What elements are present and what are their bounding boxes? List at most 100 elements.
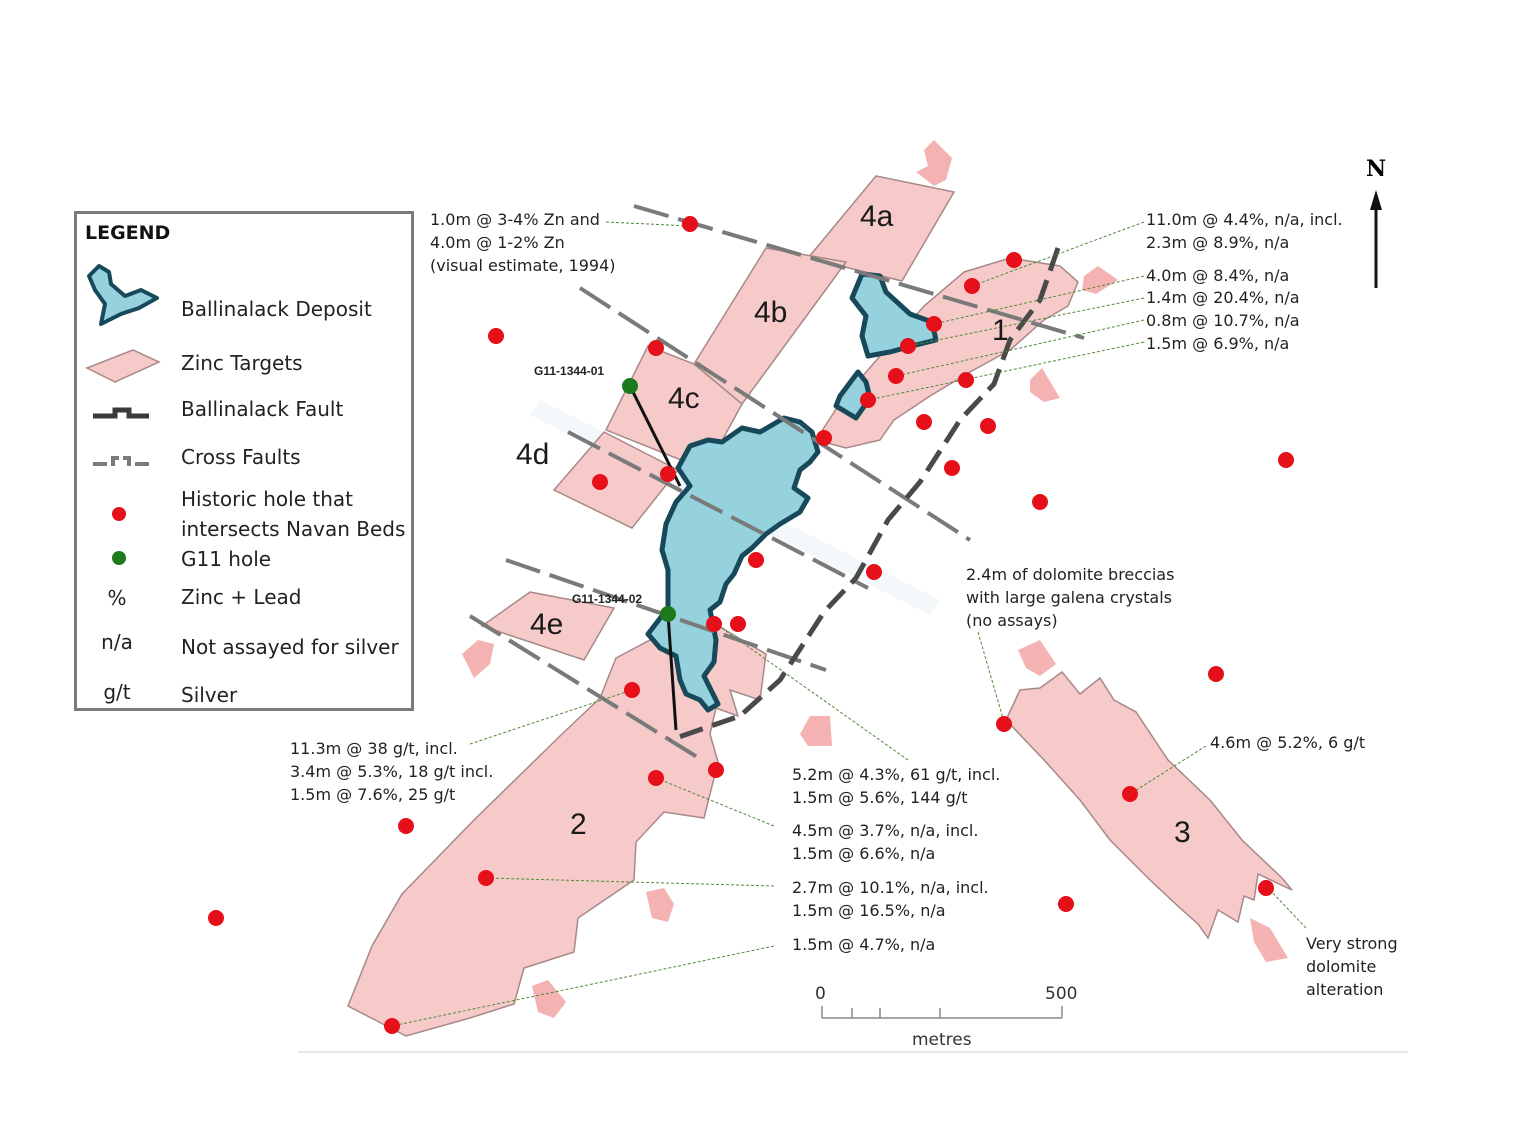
annotation-dolomite-breccias: 2.4m of dolomite breccias with large gal… [966,565,1175,630]
historic-hole [1006,252,1022,268]
zone-label-4b: 4b [754,296,788,329]
annotation-center-3: 2.7m @ 10.1%, n/a, incl. 1.5m @ 16.5%, n… [792,878,989,920]
historic-hole [660,466,676,482]
historic-hole [916,414,932,430]
legend-item-silver: g/t Silver [77,678,417,714]
scale-label-zero: 0 [815,984,826,1004]
cross-faults [468,204,1085,762]
cross-fault-2 [578,286,972,542]
legend-title: LEGEND [85,222,171,244]
historic-hole [708,762,724,778]
historic-hole [648,770,664,786]
arrow-3-south [1250,918,1288,962]
historic-hole [488,328,504,344]
historic-hole [1208,666,1224,682]
legend-label-deposit: Ballinalack Deposit [181,297,372,321]
leader-dolomite [977,631,1005,723]
annotation-southwest: 11.3m @ 38 g/t, incl. 3.4m @ 5.3%, 18 g/… [290,739,494,804]
zone-label-2: 2 [570,808,587,841]
zinc-target-swatch-icon [85,349,161,383]
annotation-dolomite-alteration: Very strong dolomite alteration [1306,934,1398,999]
leader-c4 [391,945,775,1027]
cross-fault-swatch-icon [93,456,149,466]
leader-ne5 [867,341,1145,401]
g11-hole-02 [660,606,676,622]
legend-label-silver: Silver [181,683,238,707]
g11-holes [622,378,676,622]
historic-hole-swatch-icon [112,507,126,521]
leader-sw [469,689,633,745]
annotation-ne-2: 4.0m @ 8.4%, n/a [1146,266,1290,285]
leader-alt [1267,887,1307,929]
scale-bar [821,1006,1063,1019]
historic-hole [1258,880,1274,896]
historic-hole [398,818,414,834]
historic-hole [478,870,494,886]
zinc-target-2 [347,621,767,1037]
historic-hole [926,316,942,332]
legend-label-g11-hole: G11 hole [181,547,272,571]
zone-label-1: 1 [992,314,1009,347]
historic-hole [1058,896,1074,912]
arrow-3-north [1018,640,1056,676]
historic-hole [816,430,832,446]
arrow-2-sw1 [646,888,674,922]
annotation-ne-4: 0.8m @ 10.7%, n/a [1146,311,1300,330]
cross-fault-1 [633,204,1085,340]
annotation-zone-3: 4.6m @ 5.2%, 6 g/t [1210,733,1366,752]
leader-ne1 [971,221,1145,287]
arrow-1-south [1030,368,1060,402]
legend-label-historic-hole: Historic hole that intersects Navan Beds [181,487,406,541]
historic-hole [208,910,224,926]
zinc-target-3 [1005,670,1293,940]
ballinalack-fault [669,247,1061,743]
leader-ne2 [933,275,1145,325]
north-label: N [1366,156,1387,182]
arrow-2-sw2 [532,980,566,1018]
legend-label-zinc-targets: Zinc Targets [181,351,303,375]
leader-lines [391,221,1307,1027]
historic-holes [208,216,1294,1034]
historic-hole [1278,452,1294,468]
legend-symbol-percent: % [107,586,127,610]
historic-hole [980,418,996,434]
annotation-ne-1: 11.0m @ 4.4%, n/a, incl. 2.3m @ 8.9%, n/… [1146,210,1343,252]
zone-label-4a: 4a [860,200,894,233]
deposit-small [833,369,873,421]
leader-ne3 [907,297,1145,347]
legend-symbol-gt: g/t [103,680,131,704]
deposit-swatch-icon [87,264,159,326]
g11-trace-02 [666,613,678,731]
scale-label-unit: metres [912,1030,972,1050]
legend-label-cross-faults: Cross Faults [181,445,301,469]
historic-hole [682,216,698,232]
leader-topleft [605,221,691,227]
north-arrow [1370,190,1382,288]
historic-hole [648,340,664,356]
legend-item-cross-faults: Cross Faults [77,442,417,478]
g11-hole-swatch-icon [112,551,126,565]
historic-hole [900,338,916,354]
legend-label-not-assayed: Not assayed for silver [181,635,399,659]
scale-label-max: 500 [1045,984,1078,1004]
annotation-center-1: 5.2m @ 4.3%, 61 g/t, incl. 1.5m @ 5.6%, … [792,765,1001,807]
legend-label-zinc-lead: Zinc + Lead [181,585,302,609]
g11-hole-label-01: G11-1344-01 [534,364,605,378]
legend-item-zinc-targets: Zinc Targets [77,348,417,384]
zinc-targets [347,175,1293,1037]
cross-fault-3 [567,430,869,590]
legend-item-deposit: Ballinalack Deposit [77,264,417,326]
historic-hole [384,1018,400,1034]
g11-hole-01 [622,378,638,394]
historic-hole [860,392,876,408]
legend: LEGEND Ballinalack Deposit Zinc Targets … [74,211,414,711]
historic-hole [624,682,640,698]
historic-hole [958,372,974,388]
arrow-1-east [1082,266,1118,294]
legend-label-ballinalack-fault: Ballinalack Fault [181,397,344,421]
leader-c2 [655,777,775,827]
annotation-ne-5: 1.5m @ 6.9%, n/a [1146,334,1290,353]
legend-item-not-assayed: n/a Not assayed for silver [77,630,417,666]
